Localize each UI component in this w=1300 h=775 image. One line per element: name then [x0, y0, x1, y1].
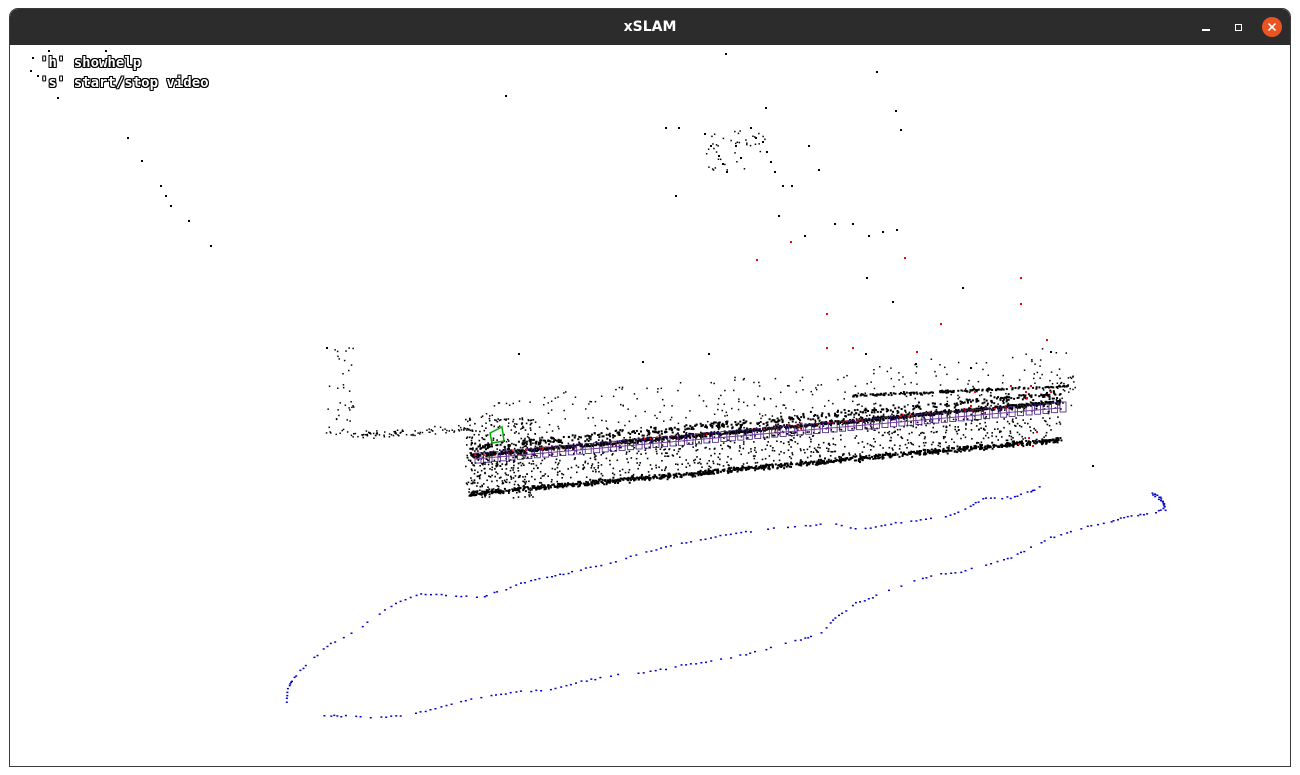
current-camera-frame [489, 425, 505, 444]
map-points [30, 50, 1094, 499]
minimize-icon [1202, 29, 1210, 31]
title-bar[interactable]: xSLAM [10, 9, 1290, 45]
maximize-button[interactable] [1228, 17, 1248, 37]
app-window: xSLAM 'h' showhelp 's' start/stop video [9, 8, 1291, 767]
minimize-button[interactable] [1196, 17, 1216, 37]
point-cloud-scene[interactable] [10, 45, 1290, 766]
ground-trajectory-points [285, 486, 1167, 719]
help-line-showhelp: 'h' showhelp [40, 55, 142, 71]
keyframe-trajectory [474, 401, 1067, 464]
maximize-icon [1234, 23, 1242, 31]
map-viewport[interactable]: 'h' showhelp 's' start/stop video [10, 45, 1290, 766]
close-button[interactable] [1262, 17, 1282, 37]
close-icon [1268, 23, 1276, 31]
window-title: xSLAM [623, 19, 677, 35]
new-map-points [474, 241, 1052, 457]
help-overlay: 'h' showhelp 's' start/stop video [40, 53, 209, 93]
help-line-video: 's' start/stop video [40, 75, 209, 91]
